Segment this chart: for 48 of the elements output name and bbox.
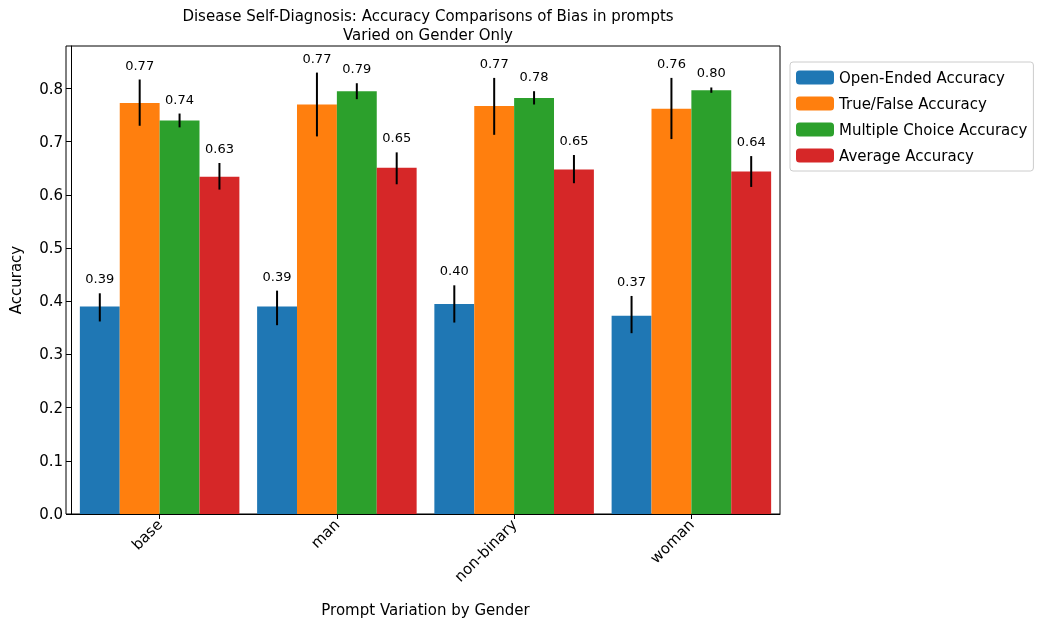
data-label: 0.77 [479,55,509,71]
data-label: 0.77 [125,57,155,73]
bar [474,106,515,514]
y-tick-label: 0.4 [39,292,63,311]
y-tick-label: 0.1 [39,451,63,470]
data-label: 0.37 [617,273,647,289]
legend-label: True/False Accuracy [838,94,987,113]
bar [336,91,377,514]
bar [651,108,692,514]
chart-title: Disease Self-Diagnosis: Accuracy Comparisons of Bias in prompts Varied on Gender Only [182,6,674,44]
data-label: 0.39 [85,271,115,287]
data-label: 0.65 [559,133,589,149]
bar [514,98,555,514]
bar [296,104,337,514]
data-label: 0.79 [342,61,372,77]
legend-label: Open-Ended Accuracy [839,68,1006,87]
data-label: 0.74 [165,91,195,107]
data-label: 0.78 [519,69,549,85]
y-tick-label: 0.8 [39,79,63,98]
bar [554,169,594,514]
data-label: 0.63 [204,141,234,156]
y-axis-title: Accuracy [6,245,25,315]
bar [611,315,652,514]
data-label: 0.77 [302,50,332,66]
legend-label: Multiple Choice Accuracy [839,120,1028,139]
bar [731,171,772,514]
bar [691,90,732,514]
data-label: 0.64 [736,134,766,150]
bar [199,176,240,514]
x-axis-title: Prompt Variation by Gender [321,600,531,619]
data-label: 0.65 [382,130,412,146]
data-label: 0.40 [439,263,469,279]
y-tick-label: 0.7 [39,132,63,151]
bar [119,102,160,514]
data-label: 0.39 [262,268,292,284]
legend-label: Average Accuracy [839,146,974,165]
y-tick-label: 0.6 [39,185,63,204]
bar [159,120,200,514]
data-label: 0.76 [656,55,686,71]
bar [434,303,475,514]
data-label: 0.80 [696,65,726,81]
y-tick-label: 0.3 [39,345,63,364]
bar [257,306,297,514]
y-tick-label: 0.2 [39,398,63,417]
bar [79,306,120,514]
bar [376,167,417,514]
y-tick-label: 0.0 [39,505,63,523]
y-tick-label: 0.5 [39,239,63,258]
